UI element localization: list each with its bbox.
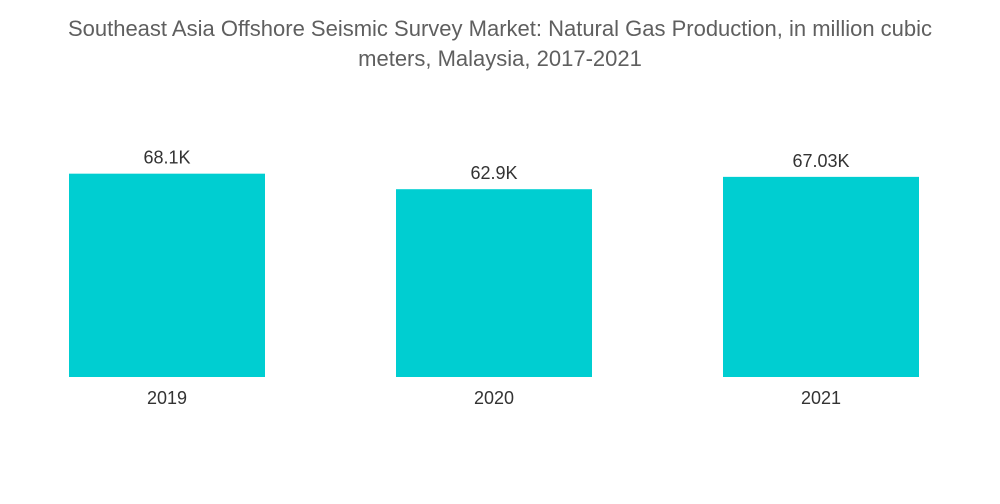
bar-2021 [723, 176, 919, 377]
data-label-2021: 67.03K [792, 151, 849, 171]
bar-2020 [396, 189, 592, 377]
bar-2019 [69, 173, 265, 377]
chart-title: Southeast Asia Offshore Seismic Survey M… [0, 14, 1000, 74]
x-tick-label-2020: 2020 [474, 388, 514, 408]
data-label-2020: 62.9K [470, 163, 517, 183]
chart-title-line-1: Southeast Asia Offshore Seismic Survey M… [67, 16, 933, 41]
data-label-2019: 68.1K [143, 148, 190, 168]
chart-title-line-2: meters, Malaysia, 2017-2021 [358, 46, 642, 71]
x-tick-label-2021: 2021 [801, 388, 841, 408]
x-tick-label-2019: 2019 [147, 388, 187, 408]
bars-layer: 68.1K 2019 62.9K 2020 67.03K 2021 [69, 148, 919, 408]
